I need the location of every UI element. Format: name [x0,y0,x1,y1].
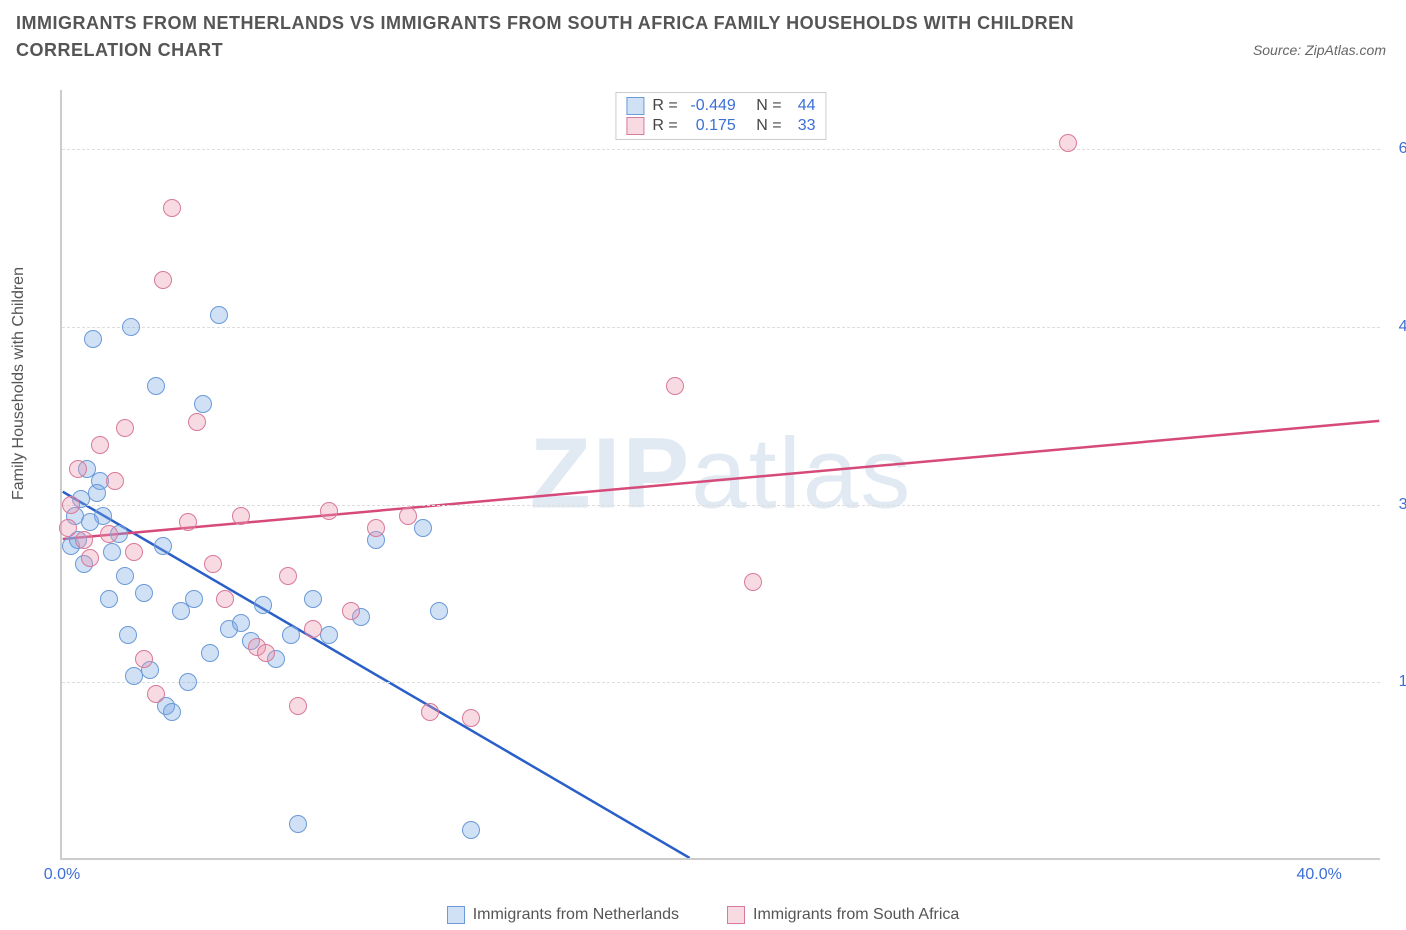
stats-r-southafrica: 0.175 [686,117,736,135]
stats-n-netherlands: 44 [790,97,816,115]
watermark-bold: ZIP [530,418,692,530]
swatch-netherlands [626,97,644,115]
scatter-point-southafrica [204,555,222,573]
scatter-point-netherlands [254,596,272,614]
y-tick-label: 30.0% [1399,496,1406,514]
source-citation: Source: ZipAtlas.com [1253,42,1386,58]
scatter-point-southafrica [462,709,480,727]
scatter-point-southafrica [154,271,172,289]
watermark-thin: atlas [691,418,912,530]
scatter-point-southafrica [421,703,439,721]
scatter-point-southafrica [367,519,385,537]
legend-item-southafrica: Immigrants from South Africa [727,906,959,924]
scatter-point-netherlands [430,602,448,620]
scatter-point-southafrica [304,620,322,638]
chart-title: IMMIGRANTS FROM NETHERLANDS VS IMMIGRANT… [16,10,1136,64]
gridline [62,327,1380,328]
scatter-point-southafrica [179,513,197,531]
swatch-southafrica [727,906,745,924]
y-axis-label: Family Households with Children [10,267,28,500]
stats-label-r: R = [652,97,677,115]
scatter-point-southafrica [666,377,684,395]
correlation-stats-box: R = -0.449 N = 44 R = 0.175 N = 33 [615,92,826,140]
scatter-point-southafrica [147,685,165,703]
scatter-point-southafrica [69,460,87,478]
y-tick-label: 60.0% [1399,140,1406,158]
scatter-point-netherlands [304,590,322,608]
scatter-point-southafrica [744,573,762,591]
scatter-point-southafrica [399,507,417,525]
y-tick-label: 15.0% [1399,673,1406,691]
stats-n-southafrica: 33 [790,117,816,135]
x-tick-label: 40.0% [1296,866,1341,884]
scatter-point-southafrica [135,650,153,668]
legend-item-netherlands: Immigrants from Netherlands [447,906,679,924]
gridline [62,505,1380,506]
scatter-point-netherlands [163,703,181,721]
scatter-point-southafrica [320,502,338,520]
gridline [62,682,1380,683]
scatter-point-southafrica [232,507,250,525]
stats-row-netherlands: R = -0.449 N = 44 [626,97,815,115]
watermark: ZIPatlas [530,417,913,532]
scatter-point-southafrica [289,697,307,715]
scatter-point-southafrica [116,419,134,437]
legend-label-netherlands: Immigrants from Netherlands [473,906,679,924]
scatter-point-southafrica [125,543,143,561]
scatter-point-netherlands [119,626,137,644]
bottom-legend: Immigrants from Netherlands Immigrants f… [0,906,1406,924]
swatch-southafrica [626,117,644,135]
scatter-point-southafrica [100,525,118,543]
scatter-point-netherlands [462,821,480,839]
scatter-point-southafrica [59,519,77,537]
scatter-point-southafrica [91,436,109,454]
scatter-point-southafrica [216,590,234,608]
scatter-plot-area: ZIPatlas R = -0.449 N = 44 R = 0.175 N =… [60,90,1380,860]
trend-lines [62,90,1380,858]
scatter-point-netherlands [81,513,99,531]
scatter-point-netherlands [154,537,172,555]
stats-label-n: N = [756,97,781,115]
swatch-netherlands [447,906,465,924]
scatter-point-netherlands [194,395,212,413]
scatter-point-netherlands [103,543,121,561]
scatter-point-southafrica [81,549,99,567]
y-tick-label: 45.0% [1399,318,1406,336]
scatter-point-netherlands [147,377,165,395]
legend-label-southafrica: Immigrants from South Africa [753,906,959,924]
scatter-point-netherlands [232,614,250,632]
trend-line-southafrica [63,421,1380,539]
scatter-point-southafrica [62,496,80,514]
scatter-point-netherlands [185,590,203,608]
scatter-point-southafrica [1059,134,1077,152]
scatter-point-netherlands [320,626,338,644]
scatter-point-netherlands [282,626,300,644]
scatter-point-netherlands [135,584,153,602]
scatter-point-southafrica [75,531,93,549]
stats-label-n: N = [756,117,781,135]
scatter-point-southafrica [106,472,124,490]
scatter-point-southafrica [342,602,360,620]
stats-r-netherlands: -0.449 [686,97,736,115]
scatter-point-southafrica [257,644,275,662]
scatter-point-southafrica [279,567,297,585]
scatter-point-southafrica [163,199,181,217]
scatter-point-netherlands [289,815,307,833]
gridline [62,149,1380,150]
x-tick-label: 0.0% [44,866,80,884]
scatter-point-southafrica [188,413,206,431]
scatter-point-netherlands [179,673,197,691]
scatter-point-netherlands [201,644,219,662]
scatter-point-netherlands [210,306,228,324]
scatter-point-netherlands [122,318,140,336]
scatter-point-netherlands [88,484,106,502]
scatter-point-netherlands [100,590,118,608]
scatter-point-netherlands [414,519,432,537]
stats-label-r: R = [652,117,677,135]
scatter-point-netherlands [84,330,102,348]
stats-row-southafrica: R = 0.175 N = 33 [626,117,815,135]
scatter-point-netherlands [116,567,134,585]
